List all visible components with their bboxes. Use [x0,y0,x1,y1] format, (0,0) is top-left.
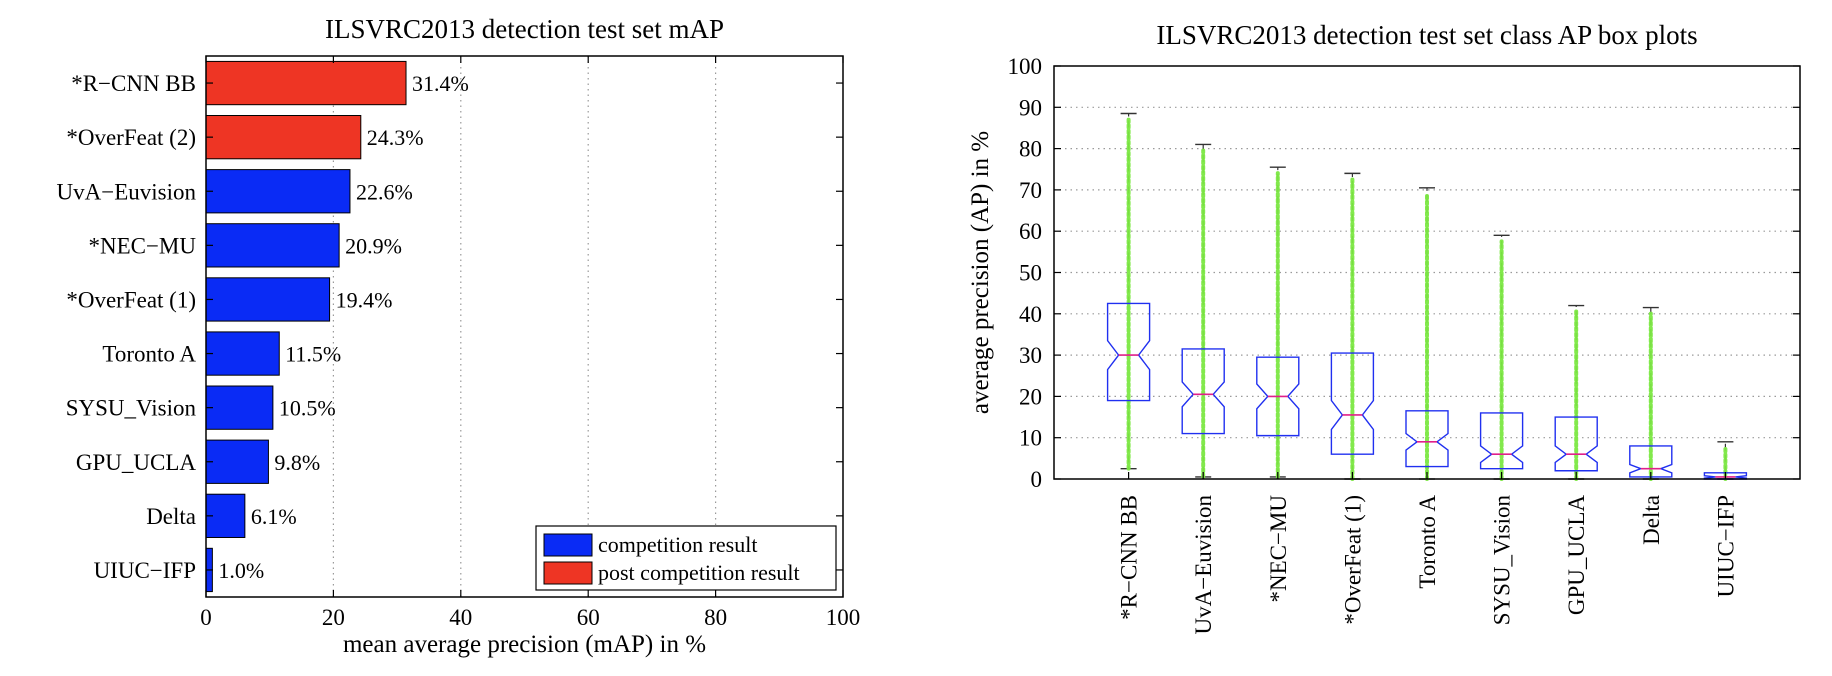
x-category-label: UvA−Euvision [1191,495,1216,635]
box-plot-1 [1181,143,1225,479]
bar-5 [205,331,280,376]
y-tick-label: 0 [1031,467,1043,492]
x-category-label: GPU_UCLA [1564,495,1589,616]
ap-box-plot-chart: ILSVRC2013 detection test set class AP b… [967,20,1801,634]
legend-swatch-comp [543,533,593,557]
box-plot-0 [1106,112,1151,471]
y-tick-label: 20 [1019,384,1042,409]
bar-value-label: 31.4% [412,71,469,96]
plot-frame [1053,65,1801,480]
bar-0 [205,60,407,106]
legend-label: post competition result [598,560,800,585]
y-category-label: UIUC−IFP [94,558,196,583]
x-category-label: *OverFeat (1) [1340,495,1365,625]
y-tick-label: 10 [1019,426,1042,451]
bar-value-label: 1.0% [218,558,264,583]
x-tick-label: 20 [322,605,345,630]
notched-box [1256,356,1300,437]
y-tick-label: 60 [1019,219,1042,244]
map-bar-chart: ILSVRC2013 detection test set mAP 31.4% 2… [57,14,861,658]
y-category-label: GPU_UCLA [76,450,197,475]
right-boxes [1106,112,1748,481]
bar-4 [205,277,331,322]
left-legend: competition result post competition resul… [535,525,837,591]
bar-value-label: 6.1% [251,504,297,529]
left-bars: 31.4% 24.3% 22.6% 20.9% 19.4% 11.5% 10.5% 9.8% 6… [205,60,469,593]
notched-box [1629,445,1673,478]
y-tick-label: 70 [1019,178,1042,203]
box-plot-2 [1256,166,1300,479]
y-tick-label: 50 [1019,261,1042,286]
y-tick-label: 100 [1008,54,1043,79]
y-tick-label: 40 [1019,302,1042,327]
bar-3 [205,223,340,268]
legend-label: competition result [598,532,757,557]
bar-value-label: 20.9% [345,233,402,258]
notched-box [1479,412,1524,470]
box-plot-4 [1405,187,1449,481]
bar-value-label: 22.6% [356,179,413,204]
box-plot-3 [1330,172,1375,481]
x-tick-label: 100 [826,605,861,630]
left-grid [332,56,717,597]
bar-value-label: 9.8% [274,450,320,475]
right-chart-title: ILSVRC2013 detection test set class AP b… [1156,20,1697,50]
notched-box [1181,348,1225,435]
plot-frame [205,55,844,598]
bar-7 [205,439,269,484]
left-chart-title: ILSVRC2013 detection test set mAP [325,14,724,44]
left-x-axis-label: mean average precision (mAP) in % [343,631,706,658]
notched-box [1330,352,1375,455]
y-category-label: *R−CNN BB [71,71,196,96]
y-tick-label: 30 [1019,343,1042,368]
notched-box [1405,410,1449,468]
box-plot-6 [1554,304,1598,481]
bar-value-label: 19.4% [336,287,393,312]
x-tick-label: 80 [704,605,727,630]
x-tick-label: 40 [449,605,472,630]
bar-6 [205,385,274,430]
y-category-label: *OverFeat (2) [66,125,196,150]
y-category-label: *NEC−MU [88,233,196,258]
x-category-label: UIUC−IFP [1713,495,1738,597]
box-plot-7 [1629,306,1673,481]
y-tick-label: 80 [1019,137,1042,162]
left-axes: 0 20 40 60 80 100 *R−CNN BB *OverFeat (2) UvA−Eu… [57,55,861,630]
box-plot-5 [1479,234,1524,481]
bar-value-label: 24.3% [367,125,424,150]
y-category-label: SYSU_Vision [66,396,197,421]
y-category-label: Delta [146,504,196,529]
bar-value-label: 11.5% [285,342,341,367]
y-tick-label: 90 [1019,95,1042,120]
y-category-label: Toronto A [102,342,196,367]
y-category-label: UvA−Euvision [57,179,197,204]
x-category-label: *R−CNN BB [1117,495,1142,620]
bar-value-label: 10.5% [279,396,336,421]
notched-box [1554,416,1598,472]
bar-1 [205,115,362,160]
x-category-label: Delta [1639,495,1664,545]
x-tick-label: 60 [577,605,600,630]
x-category-label: SYSU_Vision [1490,495,1515,626]
legend-swatch-post [543,561,593,585]
y-category-label: *OverFeat (1) [66,287,196,312]
right-axes: 0 10 20 30 40 50 60 70 80 90 100 *R−CNN BB UvA−Euvis… [1008,54,1801,634]
x-category-label: *NEC−MU [1266,495,1291,603]
x-category-label: Toronto A [1415,495,1440,589]
bar-2 [205,169,351,214]
notched-box [1106,302,1151,402]
right-y-axis-label: average precision (AP) in % [967,131,994,414]
right-grid [1054,106,1800,439]
x-tick-label: 0 [200,605,212,630]
